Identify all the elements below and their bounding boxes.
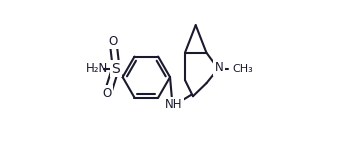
Text: O: O bbox=[109, 35, 118, 48]
Text: H₂N: H₂N bbox=[86, 62, 109, 75]
Text: CH₃: CH₃ bbox=[233, 64, 253, 74]
Text: S: S bbox=[112, 62, 120, 76]
Text: O: O bbox=[103, 87, 112, 100]
Text: N: N bbox=[215, 61, 223, 74]
Text: NH: NH bbox=[165, 98, 183, 111]
